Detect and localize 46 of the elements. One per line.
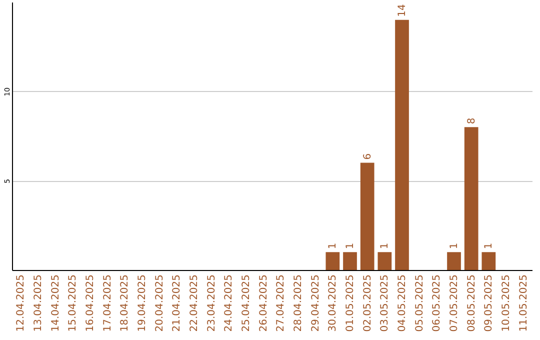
data-label: 8: [466, 118, 478, 124]
data-label: 6: [362, 153, 374, 160]
data-label: 1: [328, 242, 339, 250]
x-tick-label: 22.04.2025: [189, 274, 200, 332]
data-label: 14: [397, 4, 408, 17]
bar: [326, 252, 340, 270]
data-label: 1: [449, 242, 460, 250]
x-tick-label: 08.05.2025: [466, 274, 478, 332]
x-tick-label: 28.04.2025: [293, 274, 304, 332]
x-tick-label: 20.04.2025: [154, 274, 166, 332]
x-tick-label: 16.04.2025: [85, 274, 96, 332]
x-tick-label: 09.05.2025: [484, 274, 495, 332]
x-tick-label: 25.04.2025: [241, 274, 252, 332]
x-tick-label: 17.04.2025: [102, 274, 114, 332]
x-tick-label: 10.05.2025: [501, 274, 512, 332]
bar: [482, 252, 496, 270]
x-tick-label: 19.04.2025: [137, 274, 148, 332]
bar: [360, 162, 374, 270]
x-tick-label: 12.04.2025: [16, 274, 27, 332]
x-tick-label: 02.05.2025: [362, 274, 374, 332]
x-tick-label: 26.04.2025: [258, 274, 270, 332]
x-tick-label: 27.04.2025: [276, 274, 287, 332]
x-tick-label: 14.04.2025: [50, 274, 62, 332]
x-tick-label: 23.04.2025: [206, 274, 218, 332]
bar: [464, 127, 478, 270]
x-tick-label: 01.05.2025: [345, 274, 356, 332]
bar: [447, 252, 461, 270]
x-tick-label: 06.05.2025: [432, 274, 443, 332]
x-tick-label: 29.04.2025: [310, 274, 322, 332]
x-tick-label: 21.04.2025: [172, 274, 183, 332]
x-tick-label: 11.05.2025: [518, 274, 530, 332]
x-tick-label: 24.04.2025: [224, 274, 235, 332]
x-tick-label: 04.05.2025: [397, 274, 408, 332]
x-tick-label: 03.05.2025: [380, 274, 391, 332]
bar: [343, 252, 357, 270]
data-label: 1: [345, 242, 356, 250]
x-tick-label: 05.05.2025: [414, 274, 426, 332]
x-tick-label: 07.05.2025: [449, 274, 460, 332]
bar: [395, 20, 409, 270]
data-label: 1: [484, 242, 495, 250]
data-label: 1: [380, 242, 391, 250]
x-tick-label: 15.04.2025: [68, 274, 79, 332]
x-tick-label: 13.04.2025: [33, 274, 44, 332]
x-tick-label: 30.04.2025: [328, 274, 339, 332]
x-tick-label: 18.04.2025: [120, 274, 131, 332]
bar: [378, 252, 392, 270]
